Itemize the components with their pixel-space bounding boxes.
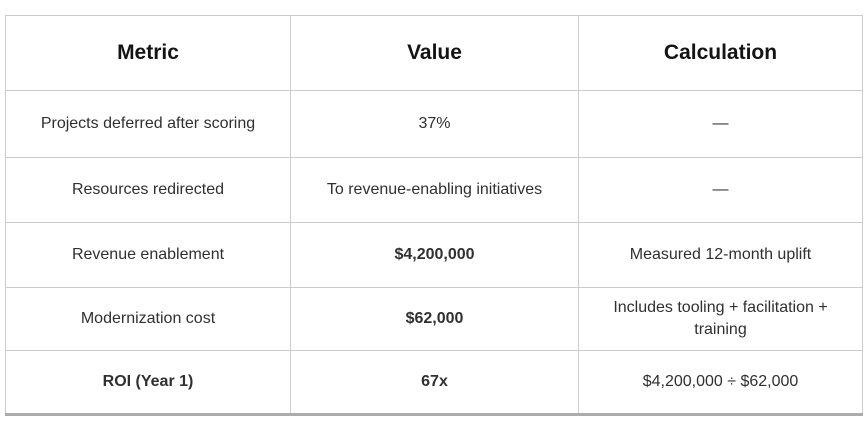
cell-calculation: $4,200,000 ÷ $62,000 [578,350,863,416]
table-row: Modernization cost $62,000 Includes tool… [5,287,863,351]
table-row: Revenue enablement $4,200,000 Measured 1… [5,222,863,288]
cell-metric: Modernization cost [5,287,291,351]
cell-metric: Projects deferred after scoring [5,90,291,158]
metrics-table-container: Metric Value Calculation Projects deferr… [5,15,863,416]
cell-calculation: Measured 12-month uplift [578,222,863,288]
column-header-value: Value [290,15,579,91]
cell-value: 67x [290,350,579,416]
cell-value: 37% [290,90,579,158]
cell-metric: Resources redirected [5,157,291,223]
metrics-table: Metric Value Calculation Projects deferr… [5,15,863,416]
cell-value: $4,200,000 [290,222,579,288]
table-row: Resources redirected To revenue-enabling… [5,157,863,223]
table-row: ROI (Year 1) 67x $4,200,000 ÷ $62,000 [5,350,863,416]
table-row: Projects deferred after scoring 37% — [5,90,863,158]
cell-calculation: — [578,90,863,158]
table-header-row: Metric Value Calculation [5,15,863,91]
column-header-calculation: Calculation [578,15,863,91]
cell-value: $62,000 [290,287,579,351]
cell-value: To revenue-enabling initiatives [290,157,579,223]
cell-calculation: Includes tooling + facilitation + traini… [578,287,863,351]
column-header-metric: Metric [5,15,291,91]
cell-metric: ROI (Year 1) [5,350,291,416]
cell-calculation: — [578,157,863,223]
cell-metric: Revenue enablement [5,222,291,288]
